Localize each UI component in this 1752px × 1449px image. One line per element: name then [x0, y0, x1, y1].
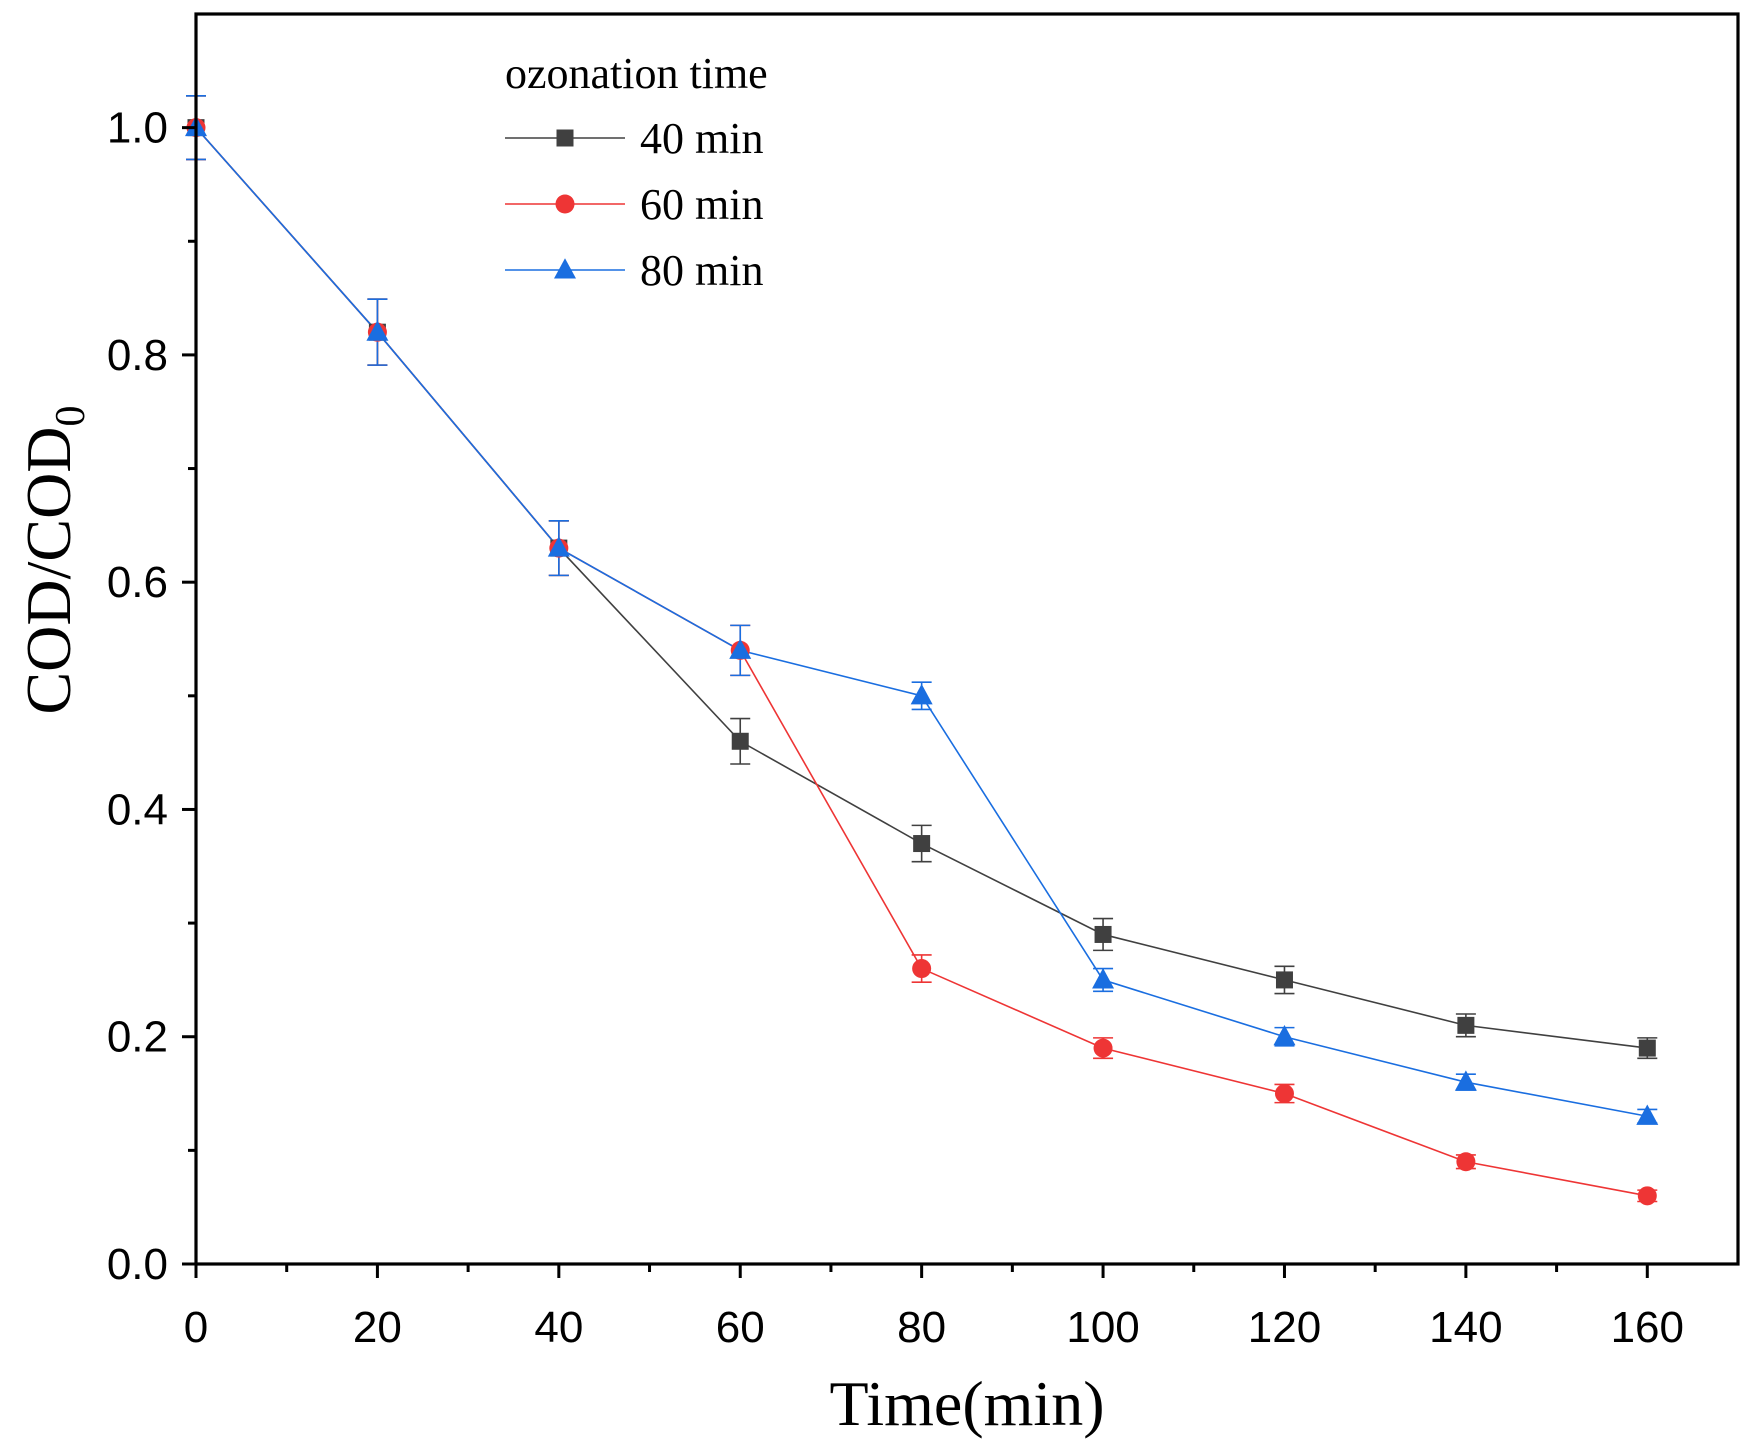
- series-line-layer: [195, 127, 1648, 1197]
- x-axis-title: Time(min): [830, 1368, 1105, 1439]
- data-point-80-min-8: [1636, 1104, 1659, 1125]
- x-tick-label: 60: [716, 1303, 765, 1352]
- legend-marker-60-min: [555, 194, 575, 214]
- x-tick-label: 100: [1066, 1303, 1139, 1352]
- y-axis-title: COD/COD0: [13, 405, 94, 714]
- legend-label-80-min: 80 min: [640, 246, 763, 295]
- data-point-80-min-5: [1092, 968, 1115, 989]
- data-point-40-min-8: [1638, 1039, 1656, 1057]
- data-point-80-min-1: [366, 320, 389, 341]
- axis-label-layer: 0 20 40 60 80 100 120 140 160 0.0 0.2 0.4 0.6 0.8 1.0 T…: [13, 104, 1684, 1439]
- series-line-60-min: [195, 127, 1648, 1197]
- x-tick-label: 20: [353, 1303, 402, 1352]
- data-point-60-min-6: [1274, 1084, 1294, 1104]
- legend-entry-40-min: 40 min: [505, 114, 763, 163]
- x-tick-label: 140: [1429, 1303, 1502, 1352]
- data-point-60-min-8: [1637, 1186, 1657, 1206]
- legend-label-60-min: 60 min: [640, 180, 763, 229]
- error-bar-layer: [186, 95, 1658, 1203]
- data-point-60-min-4: [912, 959, 932, 979]
- y-tick-label: 0.4: [107, 785, 168, 834]
- data-point-80-min-2: [547, 536, 570, 557]
- legend-label-40-min: 40 min: [640, 114, 763, 163]
- y-tick-label: 0.6: [107, 558, 168, 607]
- y-tick-label: 0.8: [107, 331, 168, 380]
- legend-entry-80-min: 80 min: [505, 246, 763, 295]
- series-line-40-min: [195, 127, 1648, 1049]
- x-tick-label: 80: [897, 1303, 946, 1352]
- y-tick-label: 0.2: [107, 1013, 168, 1062]
- data-point-80-min-7: [1454, 1070, 1477, 1091]
- y-axis-title-main: COD/COD: [13, 426, 84, 714]
- legend-marker-80-min: [554, 258, 576, 279]
- data-point-40-min-7: [1457, 1016, 1475, 1034]
- axis-layer: [182, 12, 1740, 1278]
- x-tick-label: 0: [184, 1303, 208, 1352]
- data-point-80-min-6: [1273, 1024, 1296, 1046]
- legend-title: ozonation time: [505, 49, 768, 98]
- x-tick-label: 160: [1611, 1303, 1684, 1352]
- y-axis-title-subscript: 0: [48, 405, 94, 426]
- x-tick-label: 40: [534, 1303, 583, 1352]
- data-point-40-min-5: [1094, 925, 1112, 943]
- data-point-40-min-4: [913, 835, 931, 853]
- legend-entry-60-min: 60 min: [505, 180, 763, 229]
- data-point-80-min-3: [729, 638, 752, 659]
- data-point-80-min-4: [910, 684, 933, 705]
- x-tick-label: 120: [1248, 1303, 1321, 1352]
- marker-layer: [185, 115, 1659, 1206]
- legend-marker-40-min: [556, 129, 574, 147]
- data-point-40-min-3: [731, 732, 749, 750]
- plot-frame: [194, 12, 1740, 1266]
- y-tick-label: 0.0: [107, 1240, 168, 1289]
- legend: ozonation time 40 min 60 min 80 min: [505, 49, 768, 295]
- y-tick-label: 1.0: [107, 104, 168, 153]
- data-point-40-min-6: [1275, 971, 1293, 989]
- data-point-60-min-7: [1456, 1152, 1476, 1172]
- data-point-60-min-5: [1093, 1038, 1113, 1058]
